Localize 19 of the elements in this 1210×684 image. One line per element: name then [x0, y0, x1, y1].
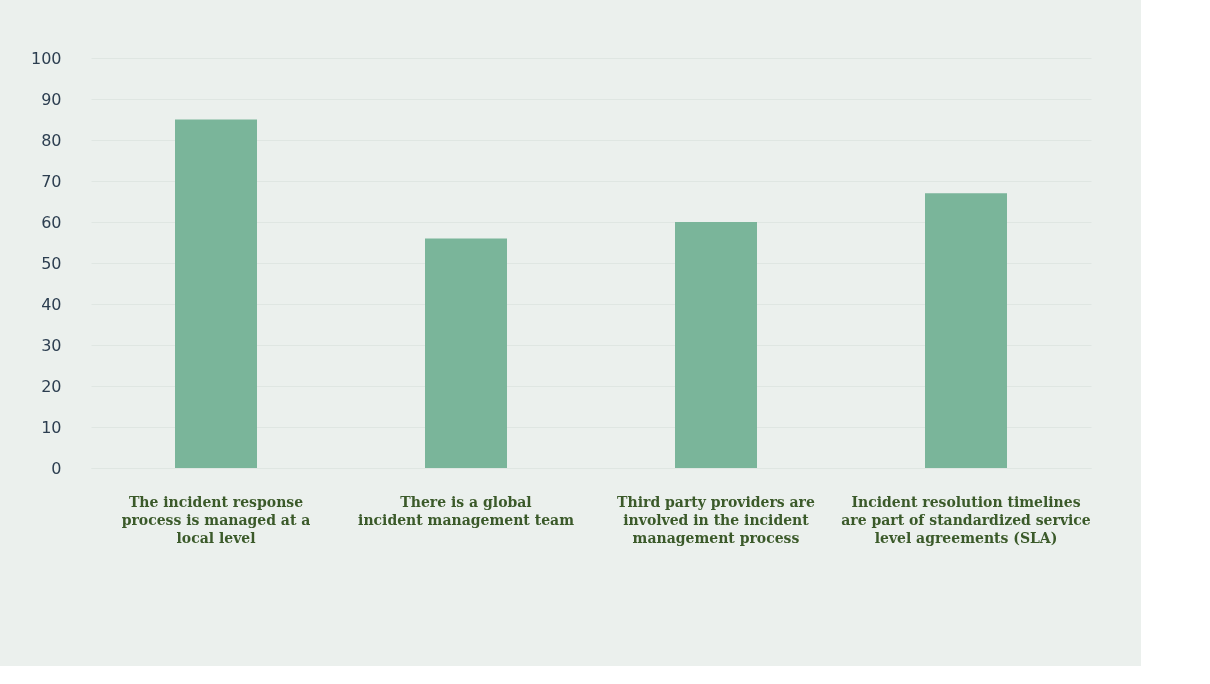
- y-tick-label: 80: [41, 130, 62, 150]
- y-tick-label: 40: [41, 294, 62, 314]
- y-tick-label: 0: [51, 458, 62, 478]
- bar: [675, 222, 757, 468]
- y-tick-label: 30: [41, 335, 62, 355]
- x-tick-label: The incident response process is managed at a local level: [121, 494, 311, 546]
- y-tick-label: 100: [30, 48, 62, 68]
- x-tick-label: There is a global incident management team: [358, 494, 575, 528]
- bar: [175, 119, 257, 468]
- y-tick-label: 50: [41, 253, 62, 273]
- bar: [425, 238, 507, 468]
- x-tick-label: Third party providers are involved in the incident management process: [617, 494, 815, 546]
- y-tick-label: 20: [41, 376, 62, 396]
- y-tick-label: 10: [41, 417, 62, 437]
- y-tick-label: 60: [41, 212, 62, 232]
- y-tick-label: 70: [41, 171, 62, 191]
- x-tick-label: Incident resolution timelines are part of standardized service level agreements (SLA): [841, 494, 1091, 546]
- bar: [925, 193, 1007, 468]
- y-tick-label: 90: [41, 89, 62, 109]
